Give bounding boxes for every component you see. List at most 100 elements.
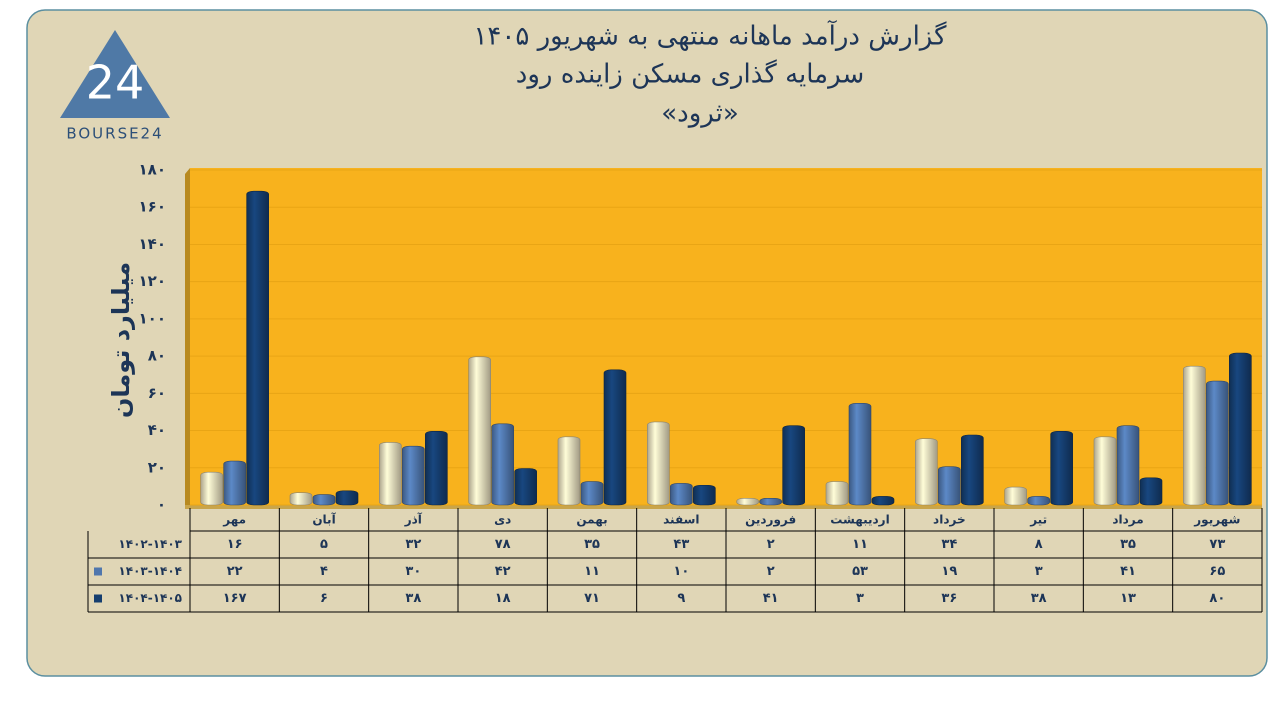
chart-title: گزارش درآمد ماهانه منتهی به شهریور ۱۴۰۵ — [473, 20, 947, 52]
legend-label: ۱۴۰۴-۱۴۰۵ — [118, 591, 182, 605]
bar — [915, 438, 938, 506]
y-tick-label: ۱۲۰ — [139, 272, 166, 290]
chart-subtitle: «ثرود» — [661, 99, 739, 129]
table-cell: ۹ — [677, 591, 685, 606]
table-cell: ۳۴ — [941, 537, 957, 552]
table-cell: ۳۵ — [584, 537, 600, 552]
x-tick-label: تیر — [1029, 513, 1047, 527]
table-cell: ۱۶ — [227, 537, 243, 552]
y-tick-label: ۱۴۰ — [139, 235, 166, 253]
table-cell: ۴۲ — [495, 564, 511, 579]
table-cell: ۳۰ — [405, 564, 421, 579]
bar — [938, 466, 961, 506]
bar — [468, 356, 491, 506]
bar — [289, 492, 313, 506]
x-tick-label: مهر — [222, 513, 246, 527]
bar — [491, 423, 514, 506]
bar — [848, 403, 872, 506]
bar — [223, 460, 246, 506]
y-axis-label: میلیارد تومان — [107, 262, 135, 418]
table-cell: ۱۱ — [584, 564, 600, 579]
bar — [871, 496, 895, 506]
x-tick-label: اردیبهشت — [830, 513, 889, 527]
legend-label: ۱۴۰۲-۱۴۰۳ — [118, 537, 182, 551]
bar — [1027, 496, 1050, 506]
chart-subtitle: سرمایه گذاری مسکن زاینده رود — [516, 59, 864, 90]
legend-label: ۱۴۰۳-۱۴۰۴ — [118, 564, 182, 578]
x-tick-label: آبان — [312, 512, 336, 527]
bar — [335, 490, 359, 506]
table-cell: ۱۶۷ — [223, 591, 247, 606]
table-cell: ۱۳ — [1120, 591, 1136, 606]
table-cell: ۵ — [320, 537, 328, 552]
bar — [1004, 486, 1027, 506]
bar — [603, 369, 627, 506]
bar — [1183, 365, 1206, 506]
table-cell: ۱۰ — [673, 564, 689, 579]
table-cell: ۵۳ — [852, 564, 868, 579]
bar — [514, 468, 537, 506]
bar — [736, 497, 759, 506]
bar — [1206, 380, 1229, 506]
y-tick-label: ۱۸۰ — [139, 161, 166, 179]
table-cell: ۲ — [767, 564, 775, 579]
x-tick-label: اسفند — [663, 513, 699, 527]
bar — [246, 190, 269, 506]
x-tick-label: بهمن — [576, 513, 607, 527]
table-cell: ۲ — [767, 537, 775, 552]
logo-triangle — [60, 30, 170, 118]
bar — [1093, 436, 1117, 506]
bar — [1229, 352, 1252, 506]
table-cell: ۳۸ — [1031, 591, 1047, 606]
bar — [425, 430, 448, 506]
y-tick-label: ۰ — [157, 496, 166, 514]
bar — [1139, 477, 1163, 506]
table-cell: ۳۵ — [1120, 537, 1136, 552]
table-cell: ۳ — [856, 591, 864, 606]
bar — [961, 434, 984, 506]
bar — [670, 483, 693, 506]
table-cell: ۳۶ — [941, 591, 957, 606]
table-cell: ۳۸ — [405, 591, 421, 606]
logo: 24 BOURSE24 — [60, 30, 170, 143]
table-cell: ۷۳ — [1209, 537, 1225, 552]
table-cell: ۶۵ — [1209, 564, 1225, 579]
table-cell: ۶ — [320, 591, 328, 606]
table-cell: ۳۲ — [405, 537, 421, 552]
logo-text: BOURSE24 — [66, 125, 163, 143]
y-tick-label: ۲۰ — [148, 458, 166, 476]
bar — [1050, 430, 1073, 506]
table-cell: ۴ — [320, 564, 328, 579]
table-cell: ۴۱ — [1120, 564, 1136, 579]
x-tick-label: دی — [494, 513, 511, 527]
bar — [825, 481, 849, 506]
bar — [402, 445, 425, 506]
bar — [200, 471, 223, 506]
x-tick-label: آذر — [404, 512, 423, 527]
x-tick-label: شهریور — [1193, 513, 1240, 528]
table-cell: ۱۱ — [852, 537, 868, 552]
table-cell: ۴۳ — [673, 537, 689, 552]
bar — [1116, 425, 1140, 506]
table-cell: ۷۸ — [495, 537, 511, 552]
table-cell: ۲۲ — [227, 564, 243, 579]
table-cell: ۱۸ — [495, 591, 511, 606]
x-tick-label: خرداد — [933, 513, 966, 527]
table-cell: ۱۹ — [941, 564, 957, 579]
y-tick-label: ۴۰ — [148, 421, 166, 439]
y-tick-label: ۸۰ — [148, 347, 166, 365]
legend-swatch — [94, 567, 102, 576]
x-tick-label: مرداد — [1112, 513, 1143, 527]
table-cell: ۸۰ — [1209, 591, 1225, 606]
y-tick-label: ۱۶۰ — [139, 198, 166, 216]
table-cell: ۸ — [1035, 537, 1043, 552]
table-cell: ۳ — [1035, 564, 1043, 579]
plot-wall — [185, 168, 190, 509]
bar — [580, 481, 604, 506]
bar — [312, 494, 336, 506]
table-cell: ۴۱ — [763, 591, 779, 606]
plot-area — [190, 168, 1262, 505]
bar — [379, 442, 402, 506]
bar — [557, 436, 581, 506]
